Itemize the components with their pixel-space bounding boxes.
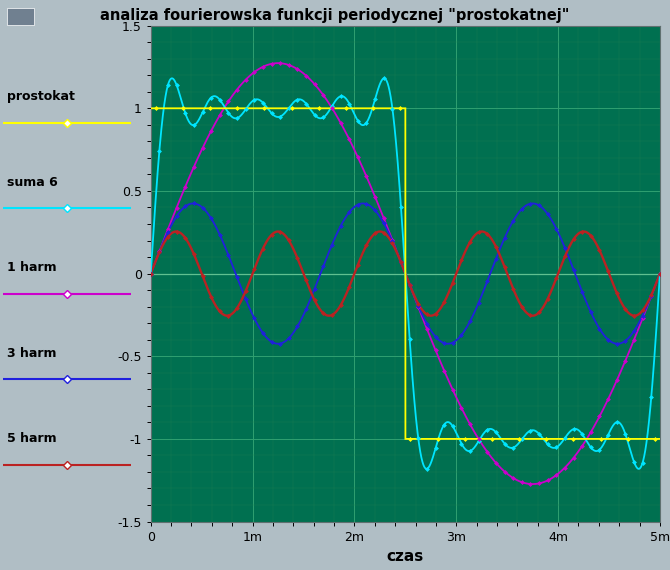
Text: prostokat: prostokat xyxy=(7,91,74,103)
Text: suma 6: suma 6 xyxy=(7,176,58,189)
Text: analiza fourierowska funkcji periodycznej "prostokatnej": analiza fourierowska funkcji periodyczne… xyxy=(100,8,570,23)
Bar xyxy=(7,8,34,25)
Text: 1 harm: 1 harm xyxy=(7,262,56,274)
Text: 5 harm: 5 harm xyxy=(7,433,56,445)
X-axis label: czas: czas xyxy=(387,549,424,564)
Text: 3 harm: 3 harm xyxy=(7,347,56,360)
